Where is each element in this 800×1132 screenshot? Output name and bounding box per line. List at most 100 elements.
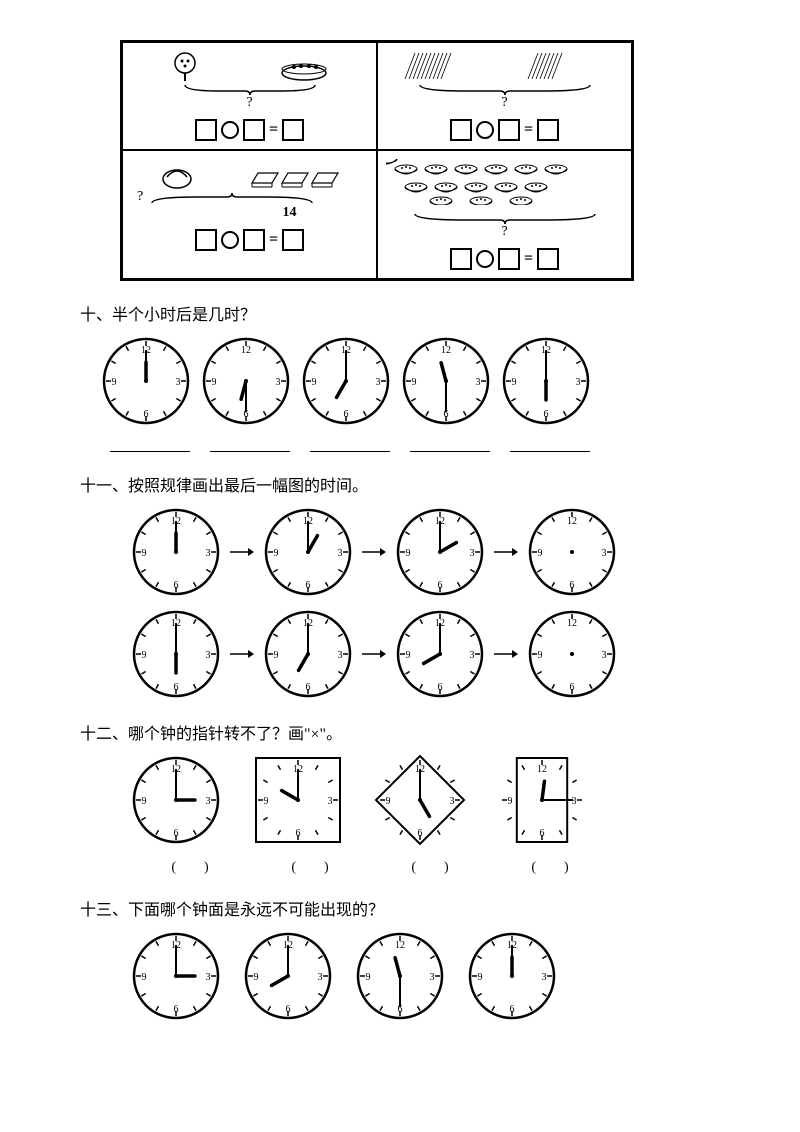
clock-icon: 12 3 6 9	[500, 335, 592, 427]
q12-clock-row: 12 3 6 9 12 3 6 9 12 3 6 9 12 3 6 9	[130, 754, 720, 846]
arrow-icon	[494, 648, 518, 660]
svg-text:3: 3	[338, 548, 343, 559]
svg-text:6: 6	[286, 1004, 291, 1015]
box-input[interactable]	[498, 248, 520, 270]
basket-icon	[279, 57, 329, 81]
box-input[interactable]	[282, 229, 304, 251]
svg-text:9: 9	[406, 650, 411, 661]
svg-text:6: 6	[174, 1004, 179, 1015]
op-input[interactable]	[221, 121, 239, 139]
box-input[interactable]	[195, 119, 217, 141]
svg-text:3: 3	[476, 377, 481, 388]
answer-blank[interactable]	[510, 437, 590, 452]
svg-text:12: 12	[567, 618, 577, 629]
svg-text:6: 6	[570, 580, 575, 591]
equation-boxes: =	[386, 119, 623, 141]
svg-text:9: 9	[264, 796, 269, 807]
svg-text:12: 12	[567, 516, 577, 527]
box-input[interactable]	[450, 248, 472, 270]
clock-icon: 12 3 6 9	[130, 930, 222, 1022]
box-input[interactable]	[243, 229, 265, 251]
svg-text:9: 9	[508, 796, 513, 807]
equals-sign: =	[269, 121, 278, 139]
equals-sign: =	[524, 121, 533, 139]
svg-text:6: 6	[544, 409, 549, 420]
clock-icon: 12 3 6 9	[262, 608, 354, 700]
q12-paren-row: ( ) ( ) ( ) ( )	[130, 856, 610, 876]
paren-input[interactable]: ( )	[500, 856, 600, 876]
svg-text:9: 9	[112, 377, 117, 388]
box-input[interactable]	[537, 119, 559, 141]
clock-icon: 12 3 6 9	[300, 335, 392, 427]
clock-icon: 12 3 6 9	[466, 930, 558, 1022]
box-input[interactable]	[195, 229, 217, 251]
bag-icon	[159, 161, 195, 189]
hatching-icon	[403, 51, 493, 81]
brace-icon	[180, 83, 320, 95]
svg-text:3: 3	[176, 377, 181, 388]
paren-input[interactable]: ( )	[260, 856, 360, 876]
clock-icon: 12 3 6 9	[400, 335, 492, 427]
svg-text:3: 3	[542, 972, 547, 983]
svg-text:9: 9	[142, 972, 147, 983]
equation-boxes: =	[131, 119, 368, 141]
svg-text:3: 3	[576, 377, 581, 388]
op-input[interactable]	[476, 250, 494, 268]
svg-text:9: 9	[412, 377, 417, 388]
brace-icon	[410, 212, 600, 224]
paren-input[interactable]: ( )	[140, 856, 240, 876]
equals-sign: =	[524, 250, 533, 268]
q11-title: 十一、按照规律画出最后一幅图的时间。	[80, 472, 720, 496]
svg-text:3: 3	[328, 796, 333, 807]
op-input[interactable]	[476, 121, 494, 139]
clock-icon: 12 3 6 9	[252, 754, 344, 846]
equals-sign: =	[269, 231, 278, 249]
svg-text:3: 3	[602, 548, 607, 559]
grid-cell-2: ? =	[377, 42, 632, 150]
q10-clock-row: 12 3 6 9 12 3 6 9 12 3 6 9 12 3 6 9 12 3…	[100, 335, 720, 427]
answer-blank[interactable]	[410, 437, 490, 452]
svg-text:6: 6	[174, 682, 179, 693]
clock-icon: 12 3 6 9	[130, 754, 222, 846]
svg-text:6: 6	[144, 409, 149, 420]
question-mark: ?	[137, 189, 143, 205]
box-input[interactable]	[243, 119, 265, 141]
clock-icon: 12 3 6 9	[394, 608, 486, 700]
q10-title: 十、半个小时后是几时？	[80, 301, 720, 325]
q13-clock-row: 12 3 6 9 12 3 6 9 12 3 6 9 12 3 6 9	[130, 930, 720, 1022]
svg-text:6: 6	[174, 580, 179, 591]
svg-text:9: 9	[274, 650, 279, 661]
equation-grid: ? = ?	[120, 40, 634, 281]
label-14: 14	[211, 205, 368, 221]
arrow-icon	[230, 648, 254, 660]
clock-icon: 12 3 6 9	[100, 335, 192, 427]
svg-text:9: 9	[538, 650, 543, 661]
q11-clock-row-2: 12 3 6 9 12 3 6 9 12 3 6 9 12 3 6 9	[130, 608, 720, 700]
q11-clock-row-1: 12 3 6 9 12 3 6 9 12 3 6 9 12 3 6 9	[130, 506, 720, 598]
clock-icon: 12 3 6 9	[242, 930, 334, 1022]
svg-text:3: 3	[470, 650, 475, 661]
box-input[interactable]	[450, 119, 472, 141]
svg-text:9: 9	[142, 548, 147, 559]
question-mark: ?	[131, 95, 368, 111]
answer-blank[interactable]	[310, 437, 390, 452]
answer-blank[interactable]	[110, 437, 190, 452]
svg-text:12: 12	[537, 764, 547, 775]
question-mark: ?	[386, 224, 623, 240]
tree-icon	[170, 51, 200, 81]
svg-text:3: 3	[602, 650, 607, 661]
op-input[interactable]	[221, 231, 239, 249]
equation-boxes: =	[386, 248, 623, 270]
hatching-icon	[526, 51, 606, 81]
svg-text:9: 9	[478, 972, 483, 983]
box-input[interactable]	[282, 119, 304, 141]
box-input[interactable]	[537, 248, 559, 270]
svg-text:9: 9	[366, 972, 371, 983]
box-input[interactable]	[498, 119, 520, 141]
paren-input[interactable]: ( )	[380, 856, 480, 876]
clock-icon: 12 3 6 9	[394, 506, 486, 598]
clock-icon: 12 3 6 9	[130, 506, 222, 598]
svg-text:9: 9	[406, 548, 411, 559]
answer-blank[interactable]	[210, 437, 290, 452]
brace-icon	[147, 191, 317, 205]
